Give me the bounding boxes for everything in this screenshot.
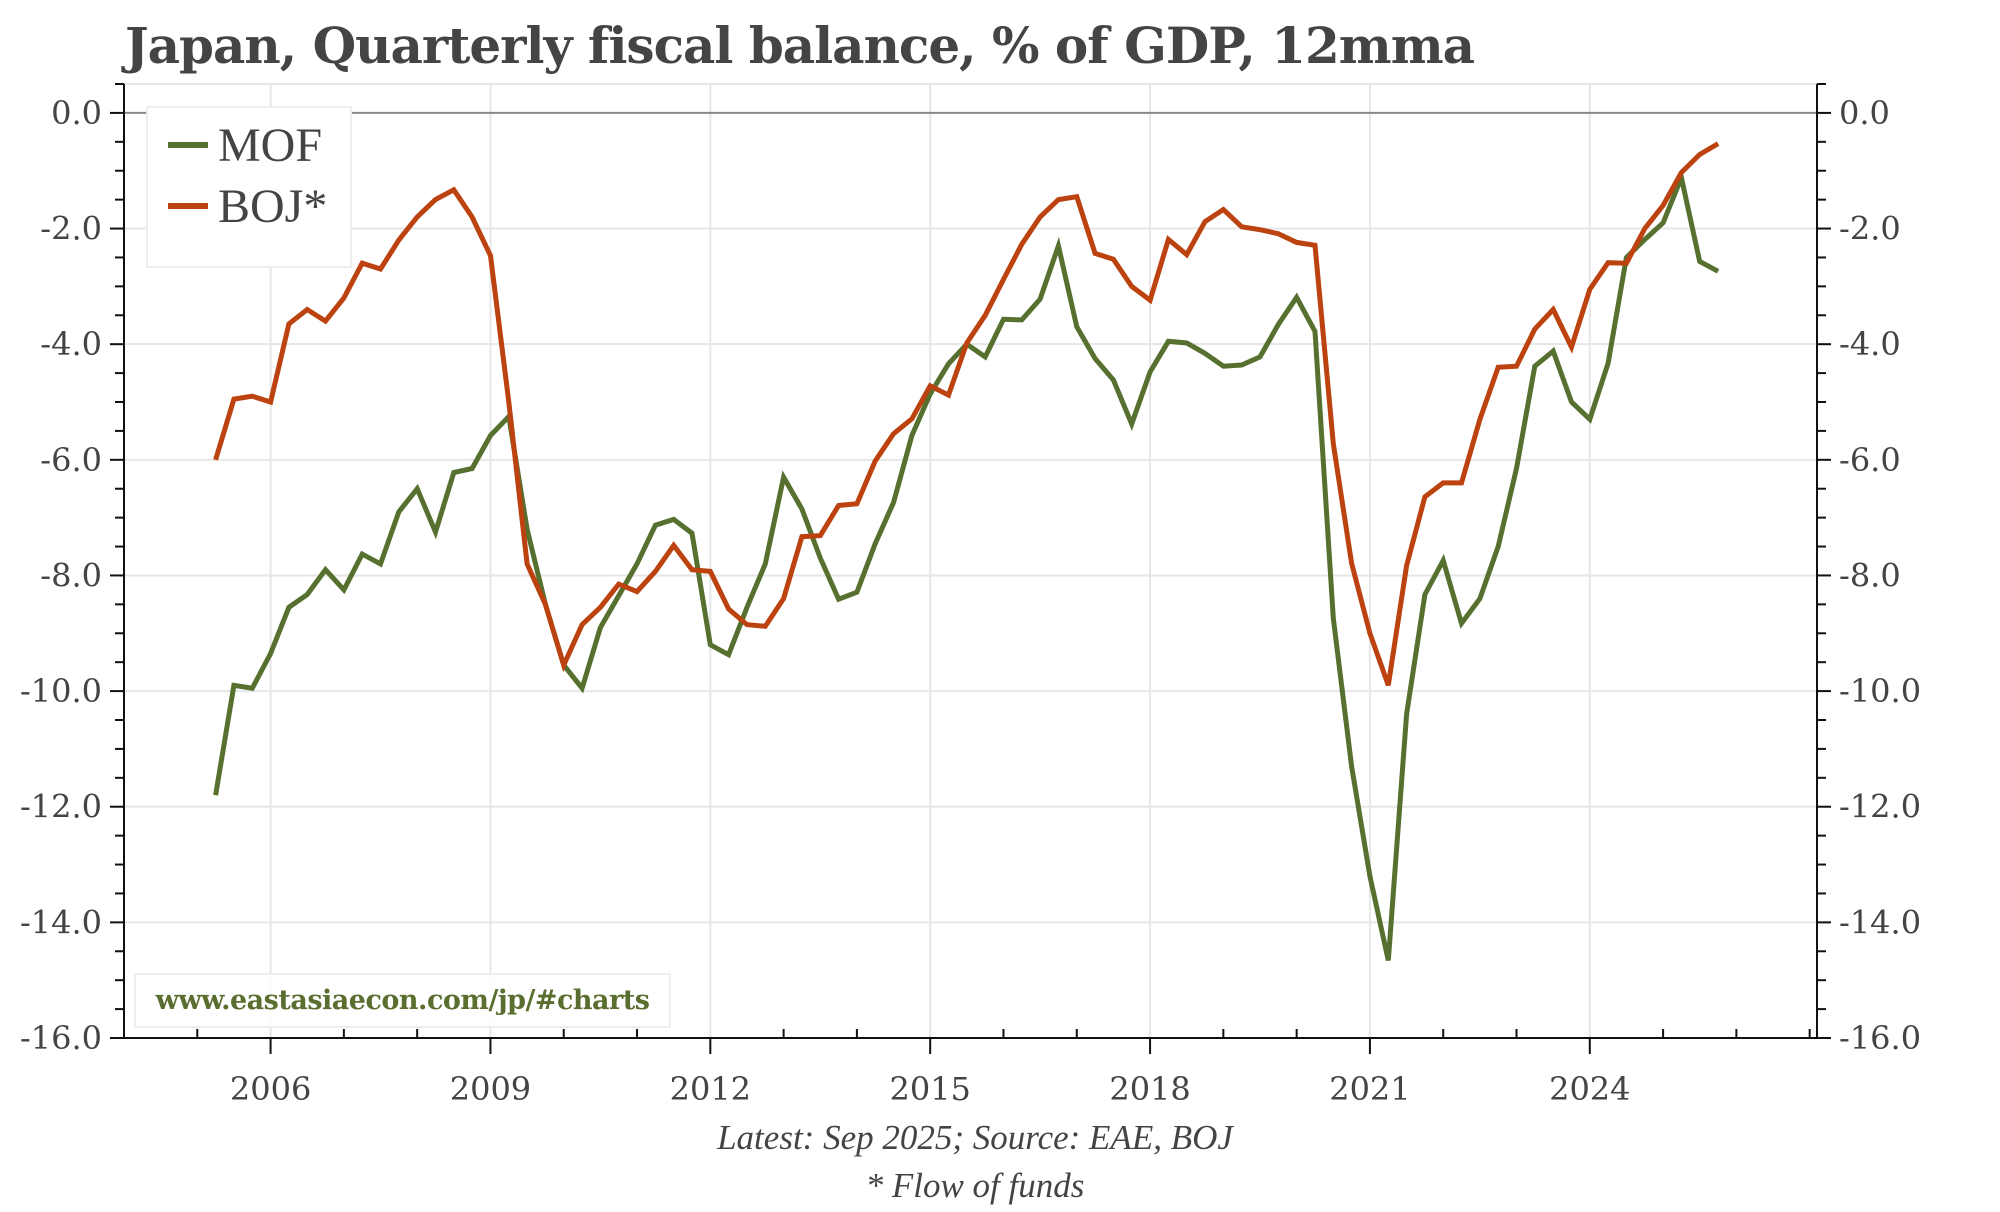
y-tick-label-left: -14.0 [20,903,102,941]
y-tick-label-left: -4.0 [40,325,102,363]
chart-title: Japan, Quarterly fiscal balance, % of GD… [125,16,1475,75]
legend-swatch-mof [168,142,208,148]
footnote-source: Latest: Sep 2025; Source: EAE, BOJ [717,1118,1233,1157]
legend-item-mof[interactable]: MOF [168,118,323,172]
watermark-box: www.eastasiaecon.com/jp/#charts [134,973,671,1028]
x-tick-label: 2015 [889,1070,970,1108]
y-tick-label-left: -12.0 [20,788,102,826]
legend-swatch-boj [168,203,208,209]
x-tick-label: 2012 [670,1070,751,1108]
x-tick-label: 2006 [230,1070,311,1108]
legend-item-boj[interactable]: BOJ* [168,179,328,233]
y-tick-label-right: -2.0 [1839,210,1901,248]
y-tick-label-left: -2.0 [40,210,102,248]
y-tick-label-right: -8.0 [1839,556,1901,594]
watermark-link[interactable]: www.eastasiaecon.com/jp/#charts [155,985,650,1016]
y-tick-label-left: -16.0 [20,1019,102,1057]
x-tick-label: 2021 [1329,1070,1410,1108]
y-tick-label-right: -4.0 [1839,325,1901,363]
tick-labels: 0.0 0.0 -2.0 -2.0 -4.0 -4.0 -6.0 -6.0 -8.0 -8.0 -1… [20,94,1921,1108]
x-tick-label: 2024 [1549,1070,1630,1108]
legend-label-mof: MOF [218,118,323,172]
legend: MOF BOJ* [146,106,352,268]
x-tick-label: 2018 [1109,1070,1190,1108]
y-tick-label-left: -8.0 [40,556,102,594]
series-line-mof [213,169,1720,962]
y-tick-label-left: 0.0 [51,94,102,132]
y-tick-label-left: -10.0 [20,672,102,710]
x-tick-label: 2009 [450,1070,531,1108]
y-tick-label-right: -16.0 [1839,1019,1921,1057]
series-line-boj [213,141,1720,687]
y-tick-label-right: -6.0 [1839,441,1901,479]
y-tick-label-right: -12.0 [1839,788,1921,826]
legend-label-boj: BOJ* [218,179,328,233]
y-tick-label-right: -14.0 [1839,903,1921,941]
axes [110,83,1831,1054]
y-tick-label-left: -6.0 [40,441,102,479]
y-tick-label-right: 0.0 [1839,94,1890,132]
series-lines [213,141,1720,962]
y-tick-label-right: -10.0 [1839,672,1921,710]
footnote-note: * Flow of funds [865,1166,1085,1205]
